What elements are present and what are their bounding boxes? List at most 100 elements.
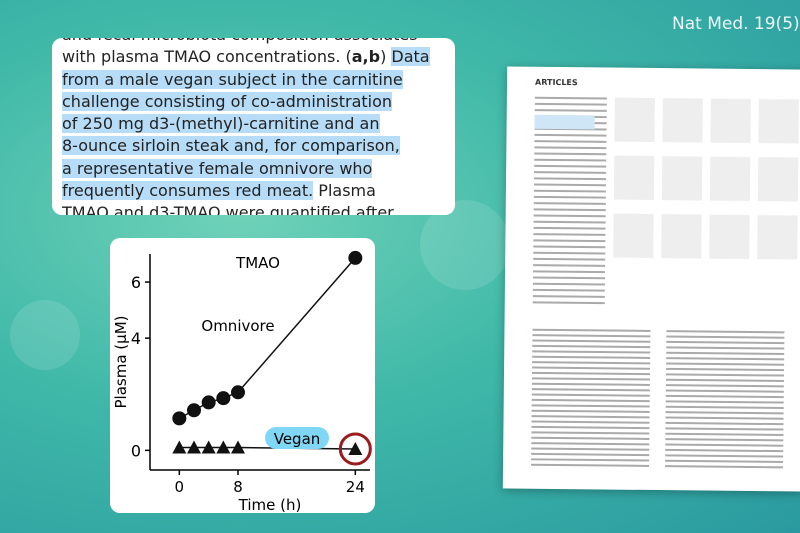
paper-decoration	[532, 301, 605, 305]
paper-decoration	[665, 389, 784, 393]
text: )	[380, 47, 392, 67]
text: TMAO and d3-TMAO were quantified after	[62, 203, 394, 215]
paper-decoration	[665, 448, 784, 453]
paper-decoration	[534, 158, 607, 162]
paper-decoration	[531, 458, 650, 462]
paper-decoration	[665, 421, 784, 426]
paper-decoration	[533, 239, 606, 243]
paper-decoration	[532, 344, 651, 349]
paper-svg: ARTICLES	[531, 78, 799, 469]
paper-decoration	[531, 398, 650, 403]
paper-decoration	[534, 177, 607, 181]
paper-decoration	[665, 373, 785, 377]
text: a,b	[351, 47, 381, 67]
text-line: challenge consisting of co-administratio…	[62, 91, 430, 113]
paper-decoration	[534, 152, 607, 156]
paper-decoration	[531, 447, 650, 451]
paper-decoration	[665, 459, 784, 463]
data-point	[201, 395, 216, 410]
paper-decoration	[613, 155, 655, 200]
data-point	[231, 440, 245, 454]
paper-decoration	[531, 420, 650, 424]
series-line	[178, 257, 356, 420]
paper-decoration	[533, 270, 606, 274]
paper-decoration	[757, 215, 798, 260]
paper-decoration	[666, 335, 785, 339]
text-line: a representative female omnivore who	[62, 158, 430, 180]
paper-decoration	[533, 195, 606, 199]
paper-decoration	[532, 282, 605, 286]
bokeh	[420, 200, 510, 290]
text-line: and fecal microbiota composition associa…	[62, 38, 430, 46]
paper-decoration	[531, 431, 650, 435]
paper-decoration	[532, 334, 651, 338]
y-tick-label: 0	[131, 441, 141, 460]
paper-decoration	[709, 214, 750, 259]
x-axis-label: Time (h)	[238, 496, 302, 513]
y-tick-label: 4	[131, 329, 141, 348]
paper-decoration	[533, 202, 606, 205]
paper-decoration	[666, 330, 785, 334]
paper-decoration	[532, 276, 606, 280]
paper-decoration	[665, 443, 784, 447]
paper-decoration	[758, 99, 799, 144]
data-point	[231, 385, 245, 400]
paper-decoration	[534, 109, 607, 112]
text-line: of 250 mg d3-(methyl)-carnitine and an	[62, 113, 430, 135]
paper-decoration	[533, 189, 606, 193]
highlighted-text: challenge consisting of co-administratio…	[62, 91, 393, 111]
highlighted-text: a representative female omnivore who	[62, 158, 373, 178]
paper-decoration	[533, 257, 606, 261]
paper-decoration	[531, 404, 650, 408]
text-line: with plasma TMAO concentrations. (a,b) D…	[62, 46, 430, 68]
paper-decoration	[533, 220, 606, 224]
paper-decoration	[534, 114, 595, 130]
paper-decoration	[665, 394, 784, 399]
paper-decoration	[665, 384, 784, 388]
paper-decoration	[666, 351, 785, 355]
data-point	[172, 440, 187, 454]
data-point	[172, 411, 187, 426]
text-lines: and fecal microbiota composition associa…	[62, 38, 430, 215]
data-point	[187, 403, 201, 418]
paper-decoration	[534, 164, 607, 168]
paper-page: ARTICLES	[502, 66, 800, 492]
x-tick-label: 24	[346, 478, 365, 496]
data-point	[201, 440, 216, 454]
text: Plasma	[313, 181, 376, 201]
paper-decoration	[531, 409, 650, 413]
paper-decoration	[662, 98, 703, 143]
paper-decoration	[533, 214, 606, 218]
x-tick-label: 0	[175, 478, 185, 496]
paper-decoration	[531, 452, 650, 457]
text-line: frequently consumes red meat. Plasma	[62, 180, 430, 202]
paper-decoration	[757, 157, 799, 202]
highlighted-text: 8-ounce sirloin steak and, for compariso…	[62, 136, 400, 156]
paper-decoration	[532, 355, 651, 359]
bokeh	[10, 300, 80, 370]
paper-decoration	[665, 454, 784, 458]
text-line: TMAO and d3-TMAO were quantified after	[62, 202, 430, 215]
paper-decoration	[614, 97, 655, 142]
paper-decoration	[665, 432, 784, 436]
chart: 0 4 6 0 8 24 Time (h) Plasma (µM) TMAO Omnivore Ve…	[112, 250, 372, 514]
paper-decoration	[531, 382, 650, 386]
paper-decoration	[666, 340, 785, 345]
paper-decoration	[710, 98, 751, 143]
text-card: and fecal microbiota composition associa…	[52, 38, 455, 215]
paper-decoration	[665, 438, 784, 442]
paper-decoration	[534, 133, 607, 137]
data-point	[187, 440, 201, 454]
data-point	[348, 441, 363, 455]
paper-decoration	[532, 361, 651, 365]
paper-decoration	[665, 465, 784, 469]
paper-decoration	[534, 102, 607, 106]
paper-decoration	[531, 425, 650, 430]
paper-decoration	[661, 156, 703, 201]
paper-decoration	[531, 463, 650, 467]
paper-decoration	[533, 251, 606, 255]
paper-decoration	[666, 367, 785, 372]
paper-decoration	[665, 400, 784, 404]
paper-section: ARTICLES	[535, 78, 578, 87]
paper-decoration	[532, 366, 651, 370]
